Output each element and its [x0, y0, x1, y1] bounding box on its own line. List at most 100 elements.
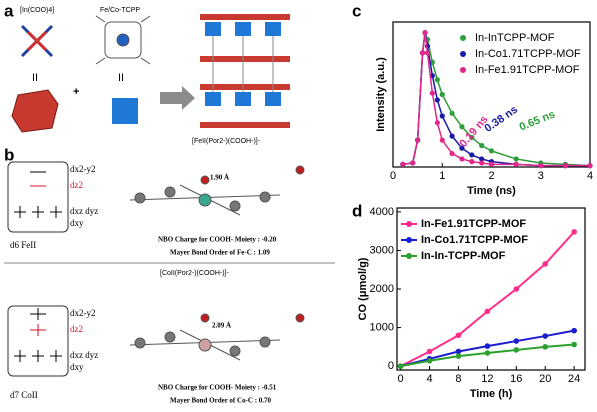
data-point — [484, 308, 491, 315]
caption: [FeII(Por2-)(COOH-)]- — [192, 138, 261, 145]
orbital-levels — [14, 206, 62, 218]
data-point — [449, 110, 455, 116]
panel-label: c — [352, 1, 361, 20]
orbital-box — [7, 161, 69, 233]
data-point — [542, 261, 549, 267]
orbital-level — [30, 324, 46, 336]
linker-icon — [20, 24, 54, 58]
data-point — [459, 124, 465, 130]
data-point — [484, 350, 491, 356]
data-point — [538, 163, 544, 169]
orbital-label: dz2 — [70, 324, 83, 334]
data-point — [469, 152, 475, 158]
data-point — [484, 343, 491, 349]
data-point — [434, 97, 440, 103]
config-label: d7 CoII — [10, 390, 38, 400]
x-tick-label: 1 — [439, 170, 445, 182]
data-point — [410, 160, 416, 166]
data-point — [455, 332, 462, 339]
cube — [11, 89, 59, 133]
legend-marker — [460, 51, 466, 57]
legend-marker — [460, 35, 466, 41]
legend-marker — [406, 253, 412, 259]
data-point — [434, 120, 440, 126]
data-point — [571, 327, 577, 334]
data-point — [542, 344, 549, 350]
nbo-label: NBO Charge for COOH- Moiety : -0.20 — [158, 236, 277, 244]
data-point — [459, 156, 465, 162]
data-point — [459, 145, 465, 151]
data-point — [424, 50, 431, 56]
data-point — [479, 156, 485, 162]
data-point — [488, 161, 495, 167]
data-point — [479, 160, 485, 166]
annotation: 0.19 ns — [457, 113, 490, 149]
legend-marker — [406, 237, 412, 243]
data-point — [439, 113, 445, 119]
legend-label: In-In-TCPP-MOF — [421, 250, 506, 262]
legend-label: In-InTCPP-MOF — [475, 32, 555, 44]
y-tick-label: 3000 — [370, 244, 394, 256]
bond-label: 2.09 Å — [212, 322, 231, 330]
mayer-label: Mayer Bond Order of Co-C : 0.70 — [170, 397, 272, 405]
data-point — [434, 77, 440, 83]
y-tick-label: 4000 — [370, 206, 394, 218]
legend-label: In-Co1.71TCPP-MOF — [475, 48, 581, 60]
orbital-levels — [14, 308, 62, 362]
orbital-label: dxy — [70, 218, 84, 228]
linker-label: [In(COO)4] — [20, 7, 54, 14]
data-point — [513, 161, 519, 167]
bond-label: 1.90 Å — [210, 174, 229, 182]
nbo-label: NBO Charge for COOH- Moiety : -0.51 — [158, 384, 277, 392]
data-point — [469, 134, 475, 141]
x-tick-label: 8 — [455, 373, 461, 385]
molecule — [129, 313, 305, 361]
data-point — [429, 90, 435, 96]
data-point — [542, 333, 549, 339]
legend-label: In-Fe1.91TCPP-MOF — [475, 64, 580, 76]
square — [112, 98, 138, 124]
data-point — [422, 30, 428, 36]
legend-label: In-Co1.71TCPP-MOF — [421, 234, 528, 246]
series-line — [402, 32, 590, 167]
equal-sign: II — [118, 72, 124, 84]
arrow — [160, 86, 195, 110]
x-tick-label: 24 — [568, 373, 580, 385]
y-tick-label: 1000 — [370, 321, 394, 333]
x-tick-label: 4 — [587, 170, 593, 182]
data-point — [439, 91, 445, 98]
data-point — [415, 137, 421, 143]
orbital-label: dxz dyz — [70, 206, 98, 216]
x-tick-label: 0 — [398, 373, 404, 385]
data-point — [419, 50, 426, 56]
data-point — [513, 347, 520, 353]
orbital-label: dx2-y2 — [70, 308, 96, 318]
y-tick-label: 0 — [388, 360, 394, 372]
mof-stack — [200, 14, 290, 128]
x-tick-label: 12 — [481, 373, 493, 385]
annotation: 0.65 ns — [518, 108, 557, 133]
x-tick-label: 0 — [390, 170, 396, 182]
data-point — [426, 357, 433, 364]
data-point — [469, 159, 475, 165]
x-axis-label: Time (h) — [470, 388, 513, 400]
plus-sign: + — [73, 86, 79, 98]
panel-b: dx2-y2 dz2 dxz dyz dxy d6 FeII 1.90 Å NB… — [4, 161, 335, 405]
data-point — [455, 348, 462, 355]
y-axis-label: CO (μmol/g) — [357, 257, 369, 320]
caption: [CoII(Por2-)(COOH-)]- — [160, 270, 230, 277]
legend-label: In-Fe1.91TCPP-MOF — [421, 218, 526, 230]
panel-a: [In(COO)4] Fe/Co-TCPP II II + [FeII(Por2… — [11, 7, 290, 145]
x-tick-label: 2 — [488, 170, 494, 182]
x-tick-label: 16 — [510, 373, 522, 385]
data-point — [455, 353, 462, 359]
data-point — [488, 148, 495, 154]
x-tick-label: 3 — [538, 170, 544, 182]
porphyrin-label: Fe/Co-TCPP — [100, 7, 140, 14]
data-point — [479, 142, 485, 149]
legend-marker — [406, 221, 412, 227]
data-point — [449, 150, 455, 157]
orbital-box — [7, 305, 69, 377]
x-tick-label: 4 — [426, 373, 432, 385]
